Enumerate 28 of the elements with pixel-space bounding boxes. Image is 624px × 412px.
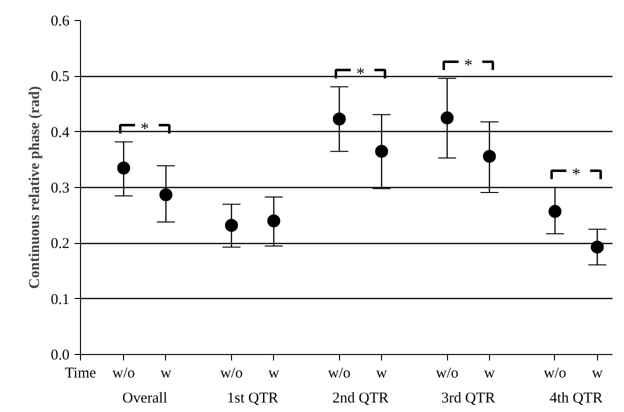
x-tick-label: w <box>484 366 496 382</box>
y-axis-title: Continuous relative phase (rad) <box>26 86 43 289</box>
x-tick-label: w <box>160 366 172 382</box>
x-tick-label: w/o <box>328 366 351 382</box>
y-tick-label: 0.3 <box>50 180 70 196</box>
text: Time <box>64 366 96 382</box>
y-tick-label: 0.2 <box>50 236 70 252</box>
x-tick-label: w/o <box>544 366 566 382</box>
x-tick-label: w <box>268 366 280 382</box>
y-tick-label: 0.6 <box>50 14 70 30</box>
text: 4th QTR <box>550 390 603 406</box>
annotation: * <box>356 64 365 83</box>
x-tick-label: w <box>376 366 388 382</box>
x-tick-label: w/o <box>436 366 458 382</box>
annotation: * <box>464 56 473 75</box>
y-tick-label: 0.0 <box>50 348 70 364</box>
text: 3rd QTR <box>441 390 496 406</box>
text: 1st QTR <box>226 390 278 406</box>
annotation: * <box>140 118 150 138</box>
y-tick-label: 0.4 <box>50 124 70 141</box>
x-tick-label: w/o <box>112 366 135 382</box>
x-tick-label: w <box>592 366 603 382</box>
text: 2nd QTR <box>332 390 389 406</box>
y-tick-label: 0.1 <box>50 292 70 308</box>
x-tick-label: w/o <box>220 366 243 382</box>
y-tick-label: 0.5 <box>50 69 70 86</box>
text: Overall <box>122 390 168 406</box>
annotation: * <box>572 164 580 184</box>
